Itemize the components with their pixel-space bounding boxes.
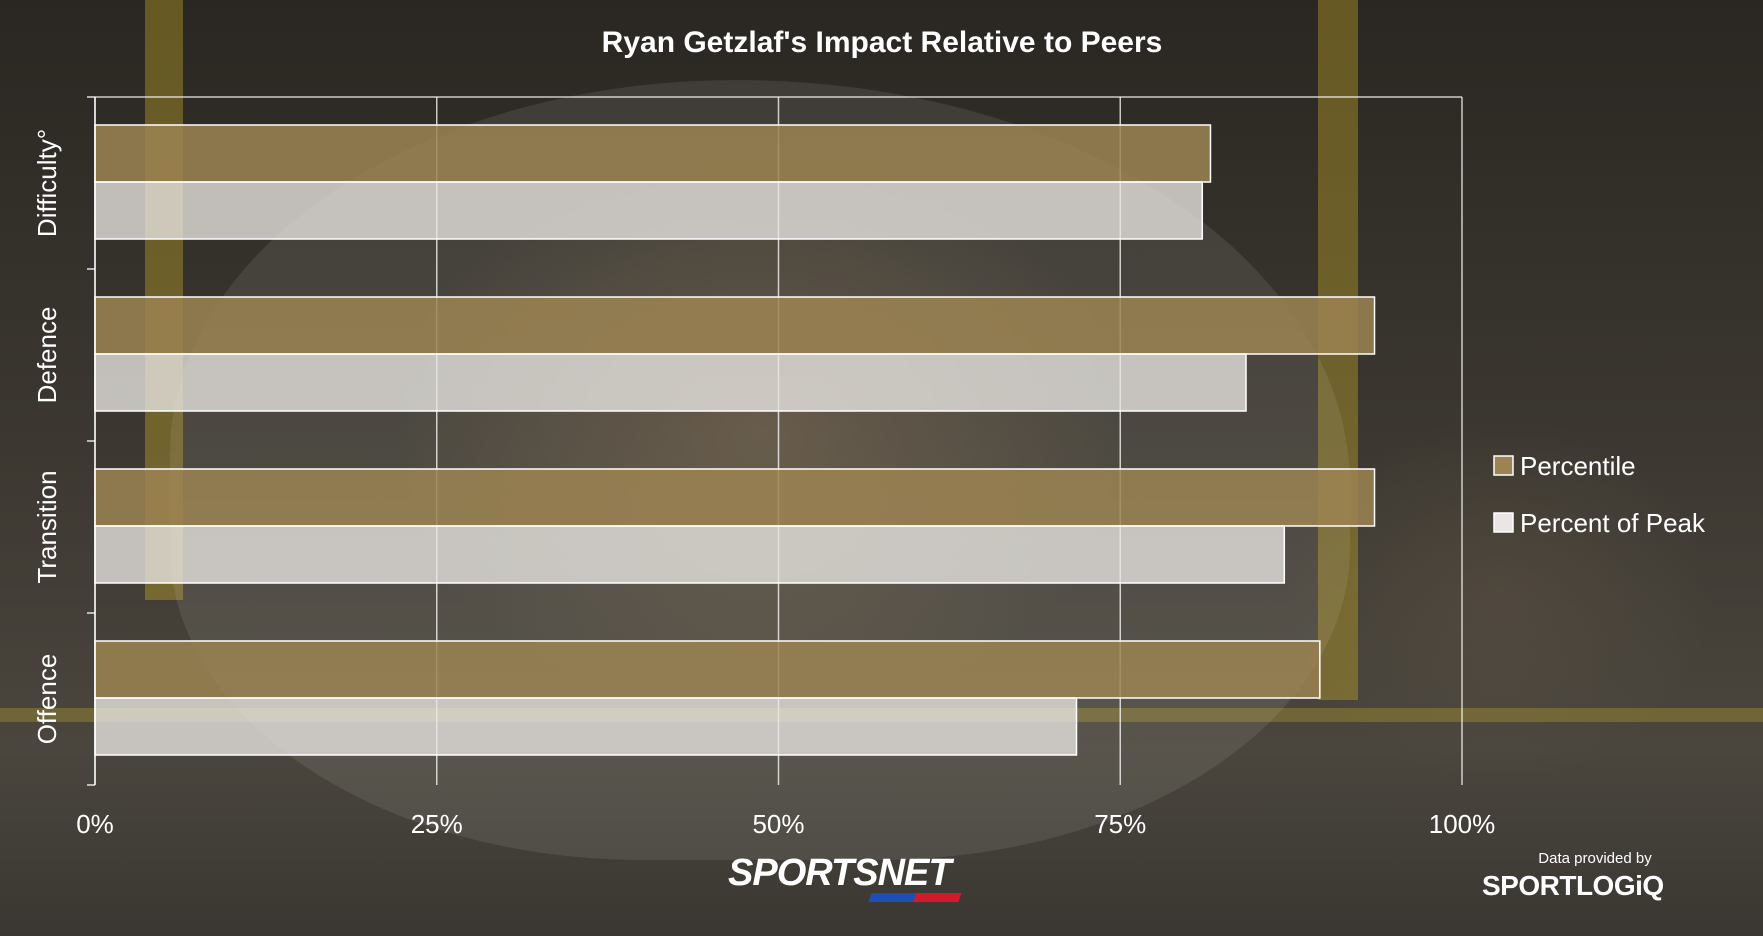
legend-label: Percentile <box>1520 451 1636 481</box>
sportsnet-logo: SPORTSNET <box>728 852 952 894</box>
sportlogiq-logo: SPORTLOGiQ <box>1482 870 1664 901</box>
bar-percentile <box>94 468 1376 527</box>
category-label: Difficulty° <box>32 129 62 237</box>
category-label: Transition <box>32 470 62 583</box>
x-tick-label: 100% <box>1429 809 1496 839</box>
chart-title: Ryan Getzlaf's Impact Relative to Peers <box>602 26 1163 59</box>
legend-label: Percent of Peak <box>1520 508 1706 538</box>
bar-percentile <box>94 640 1321 699</box>
category-label: Offence <box>32 654 62 745</box>
x-tick-label: 0% <box>76 809 114 839</box>
data-provided-by-text: Data provided by <box>1538 850 1652 867</box>
legend: Percentile Percent of Peak <box>1493 451 1706 538</box>
x-tick-label: 25% <box>411 809 463 839</box>
x-tick-label: 50% <box>752 809 804 839</box>
axes: 0% 25% 50% 75% 100% Difficulty° Defence Transit… <box>32 96 1496 839</box>
bar-percent-of-peak <box>94 525 1286 584</box>
bar-percentile <box>94 296 1376 355</box>
x-tick-label: 75% <box>1094 809 1146 839</box>
bar-percent-of-peak <box>94 697 1078 756</box>
bar-percent-of-peak <box>94 353 1247 412</box>
bar-percent-of-peak <box>94 181 1204 240</box>
bar-percentile <box>94 124 1212 183</box>
bars <box>94 124 1376 756</box>
category-label: Defence <box>32 307 62 404</box>
legend-swatch <box>1493 512 1514 533</box>
sportsnet-logo-mark <box>868 893 962 902</box>
legend-swatch <box>1493 455 1514 476</box>
